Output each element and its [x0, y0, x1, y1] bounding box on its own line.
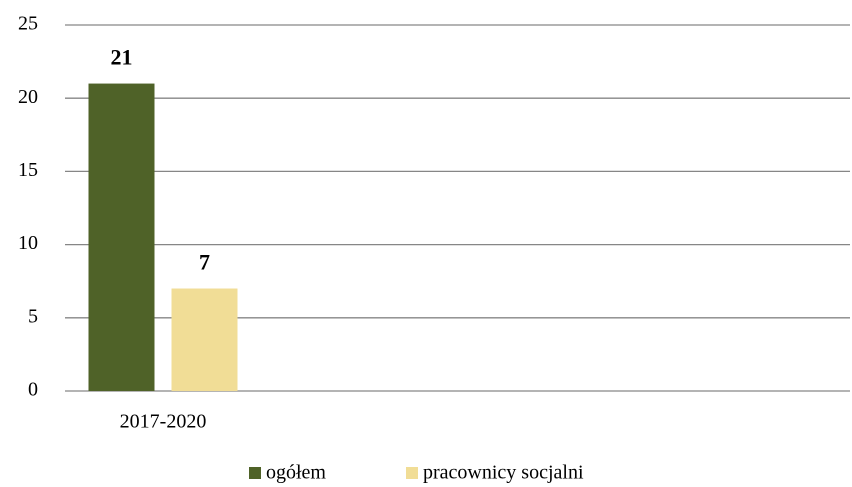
- y-tick-label: 0: [28, 379, 38, 401]
- y-tick-label: 15: [18, 159, 38, 181]
- y-tick-label: 5: [28, 305, 38, 327]
- legend-label: ogółem: [266, 462, 326, 484]
- x-tick-label: 2017-2020: [120, 411, 207, 433]
- legend-swatch: [249, 467, 261, 479]
- data-label: 7: [199, 250, 210, 275]
- bar: [171, 288, 238, 391]
- data-label: 21: [111, 45, 133, 70]
- bar: [88, 83, 155, 391]
- y-tick-label: 10: [18, 232, 38, 254]
- y-tick-label: 20: [18, 86, 38, 108]
- y-tick-label: 25: [18, 13, 38, 35]
- legend-swatch: [406, 467, 418, 479]
- legend-label: pracownicy socjalni: [423, 462, 584, 484]
